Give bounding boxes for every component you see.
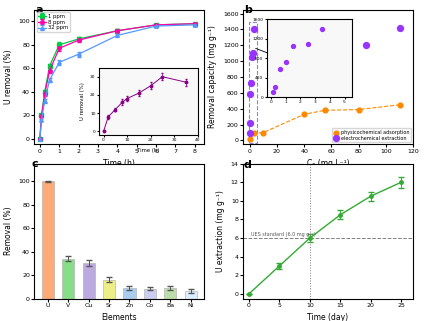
Bar	[124, 288, 135, 299]
Bar	[42, 181, 54, 299]
electrochemical extraction	[362, 43, 369, 48]
Bar	[164, 288, 176, 299]
X-axis label: Elements: Elements	[101, 313, 137, 321]
Text: c: c	[32, 159, 38, 169]
Bar	[83, 263, 95, 299]
physicochemical adsorption	[260, 130, 267, 135]
Y-axis label: Removal (%): Removal (%)	[4, 207, 13, 256]
electrochemical extraction	[247, 120, 253, 126]
electrochemical extraction	[314, 80, 321, 85]
electrochemical extraction	[248, 81, 254, 86]
electrochemical extraction	[246, 130, 253, 135]
Bar	[184, 291, 197, 299]
Y-axis label: Removal capacity (mg g⁻¹): Removal capacity (mg g⁻¹)	[208, 26, 217, 128]
physicochemical adsorption	[321, 108, 328, 113]
Text: b: b	[244, 5, 252, 15]
electrochemical extraction	[247, 92, 254, 97]
Legend: 1 ppm, 8 ppm, 32 ppm: 1 ppm, 8 ppm, 32 ppm	[37, 12, 69, 32]
physicochemical adsorption	[355, 107, 362, 112]
electrochemical extraction	[396, 25, 403, 30]
Bar	[144, 289, 156, 299]
Legend: physicochemical adsorption, electrochemical extraction: physicochemical adsorption, electrochemi…	[332, 128, 411, 142]
Y-axis label: U extraction (mg g⁻¹): U extraction (mg g⁻¹)	[216, 190, 225, 272]
physicochemical adsorption	[250, 131, 257, 136]
Bar	[103, 280, 115, 299]
X-axis label: Time (h): Time (h)	[104, 159, 135, 168]
Text: d: d	[243, 160, 251, 170]
physicochemical adsorption	[247, 136, 254, 142]
X-axis label: Time (day): Time (day)	[308, 313, 348, 321]
Bar	[62, 259, 75, 299]
electrochemical extraction	[250, 51, 256, 56]
Y-axis label: U removal (%): U removal (%)	[4, 50, 13, 104]
electrochemical extraction	[248, 55, 255, 60]
physicochemical adsorption	[301, 112, 308, 117]
X-axis label: Cₑ (mg L⁻¹): Cₑ (mg L⁻¹)	[307, 159, 349, 168]
electrochemical extraction	[251, 27, 258, 32]
physicochemical adsorption	[396, 102, 403, 107]
Text: a: a	[36, 5, 43, 15]
electrochemical extraction	[335, 60, 342, 65]
Text: UES standard (6.0 mg g⁻¹): UES standard (6.0 mg g⁻¹)	[251, 232, 316, 237]
